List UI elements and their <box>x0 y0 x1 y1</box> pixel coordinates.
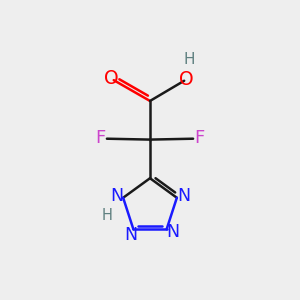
Text: N: N <box>177 187 190 205</box>
Text: O: O <box>179 70 193 89</box>
Text: N: N <box>167 223 180 241</box>
Text: H: H <box>101 208 112 223</box>
Text: N: N <box>110 187 123 205</box>
Text: O: O <box>104 69 119 88</box>
Text: N: N <box>124 226 137 244</box>
Text: F: F <box>95 129 106 147</box>
Text: F: F <box>194 129 205 147</box>
Text: H: H <box>184 52 195 68</box>
